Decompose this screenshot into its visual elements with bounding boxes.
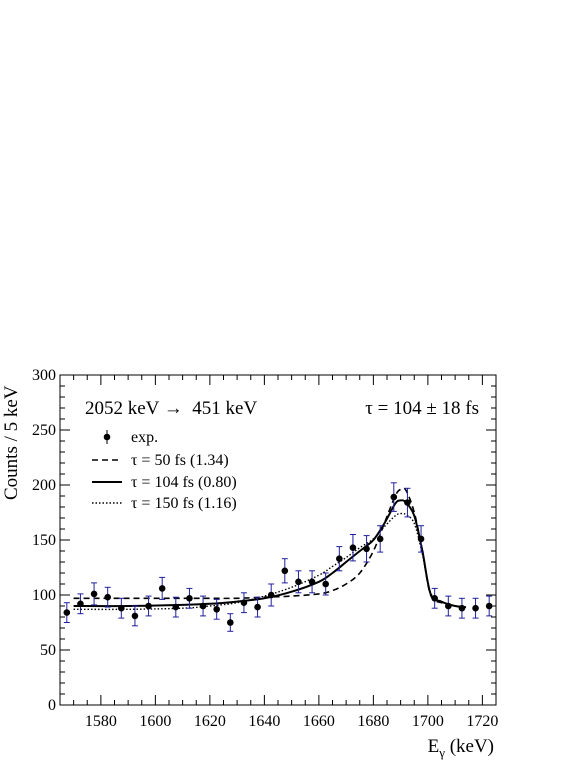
data-point — [227, 619, 234, 626]
x-tick-label: 1580 — [85, 713, 117, 730]
x-tick-label: 1660 — [303, 713, 335, 730]
data-point — [349, 544, 357, 551]
y-axis-title: Counts / 5 keV — [1, 385, 22, 500]
data-point — [199, 602, 207, 610]
data-point — [118, 604, 125, 612]
y-tick-label: 0 — [48, 697, 56, 714]
transition-annotation: 2052 keV → 451 keV — [85, 398, 257, 419]
legend-marker — [103, 433, 111, 441]
y-tick-label: 150 — [32, 532, 56, 549]
y-tick-label: 100 — [32, 587, 56, 604]
data-point — [336, 555, 343, 562]
data-point — [267, 591, 275, 599]
data-point — [254, 603, 261, 611]
data-point — [376, 535, 384, 543]
plot-area-border — [59, 374, 497, 706]
data-point — [145, 602, 152, 610]
legend: exp. τ = 50 fs (1.34) τ = 104 fs (0.80) τ =… — [92, 429, 237, 512]
data-point — [172, 603, 180, 611]
data-point — [458, 604, 466, 612]
x-tick-label: 1640 — [248, 713, 280, 730]
legend-label: τ = 104 fs (0.80) — [131, 474, 237, 491]
x-tick-label: 1620 — [194, 713, 226, 730]
data-points — [63, 482, 493, 632]
data-point — [295, 578, 302, 586]
data-point — [472, 604, 479, 612]
y-tick-label: 250 — [32, 422, 56, 439]
data-point — [281, 567, 289, 575]
data-point — [404, 499, 411, 506]
data-point — [186, 595, 193, 602]
data-point — [90, 590, 98, 598]
data-point — [363, 545, 370, 553]
data-point — [240, 599, 248, 606]
x-tick-label: 1720 — [466, 713, 498, 730]
plot-frame — [59, 374, 497, 706]
data-point — [63, 609, 71, 616]
x-axis-title-text: E — [428, 736, 440, 757]
data-point — [131, 612, 139, 620]
data-point — [77, 600, 84, 608]
data-point — [104, 593, 111, 601]
data-point — [213, 606, 220, 613]
data-point — [158, 585, 166, 592]
legend-label: exp. — [131, 429, 158, 446]
x-axis-title-subscript: γ — [438, 745, 445, 760]
data-point — [431, 595, 438, 602]
y-tick-label: 300 — [32, 367, 56, 384]
x-tick-label: 1600 — [139, 713, 171, 730]
curve-tau-150 — [73, 512, 467, 611]
data-point — [417, 535, 425, 543]
y-tick-label: 200 — [32, 477, 56, 494]
data-point — [445, 602, 452, 610]
legend-label: τ = 50 fs (1.34) — [131, 452, 229, 469]
data-point — [485, 602, 493, 610]
legend-label: τ = 150 fs (1.16) — [131, 495, 237, 512]
x-axis-title: Eγ (keV) — [428, 736, 494, 760]
data-point — [322, 580, 329, 588]
y-tick-label: 50 — [40, 642, 56, 659]
lifetime-annotation: τ = 104 ± 18 fs — [365, 398, 479, 419]
axis-ticks: 1580 1600 1620 1640 1660 1680 1700 1720 0 50 100 15… — [32, 367, 498, 730]
x-tick-label: 1680 — [357, 713, 389, 730]
x-tick-label: 1700 — [412, 713, 444, 730]
data-point — [308, 578, 316, 586]
data-point — [390, 493, 398, 501]
x-axis-title-unit: (keV) — [445, 736, 494, 757]
